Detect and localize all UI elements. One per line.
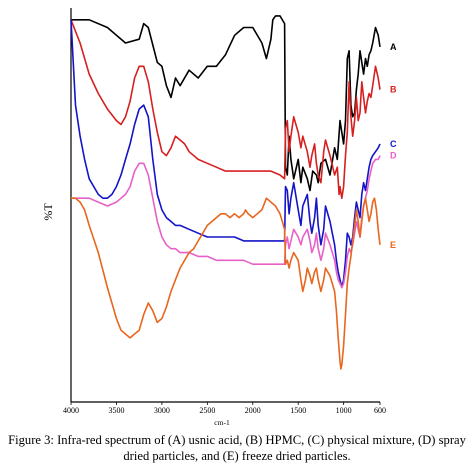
x-tick-label: 4000 — [63, 406, 79, 415]
x-tick-label: 3000 — [154, 406, 170, 415]
x-tick-label: 600 — [374, 406, 386, 415]
series-line-d — [71, 155, 381, 289]
series-label-e: E — [390, 240, 396, 250]
x-tick-label: 1000 — [336, 406, 352, 415]
x-tick-label: 3500 — [108, 406, 124, 415]
series-label-c: C — [390, 139, 397, 149]
figure-caption: Figure 3: Infra-red spectrum of (A) usni… — [8, 433, 466, 463]
series-label-d: D — [390, 151, 397, 161]
series-line-a — [71, 15, 381, 192]
x-tick-label: 2000 — [245, 406, 261, 415]
x-axis-title: cm-1 — [214, 418, 230, 427]
series-line-e — [71, 197, 381, 370]
series-labels: A B CD E — [390, 42, 397, 250]
x-tick-label: 1500 — [290, 406, 306, 415]
series-lines — [70, 15, 381, 370]
series-line-b — [70, 19, 381, 199]
y-axis-title: %T — [41, 203, 55, 221]
series-line-c — [70, 19, 381, 289]
series-label-b: B — [390, 85, 397, 95]
x-axis-ticks: 4000 3500 3000 2500 2000 1500 1000 600 — [63, 402, 386, 415]
series-label-a: A — [390, 42, 397, 52]
x-tick-label: 2500 — [199, 406, 215, 415]
